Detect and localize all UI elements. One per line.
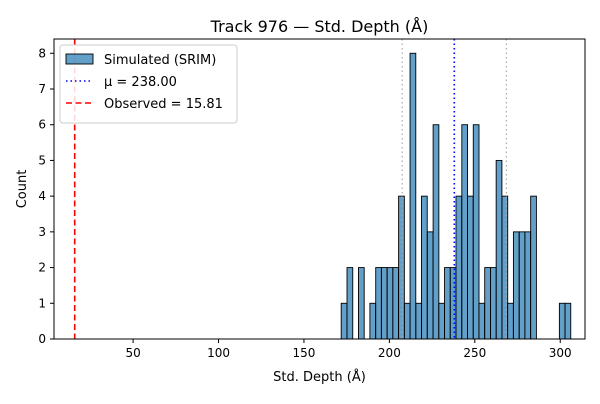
histogram-bar	[432, 124, 440, 340]
legend-label: Observed = 15.81	[104, 97, 223, 112]
histogram-bar	[495, 159, 503, 340]
histogram-bar	[490, 267, 497, 340]
histogram-bar	[472, 124, 480, 340]
x-tick-label: 300	[549, 346, 572, 360]
histogram-bar	[346, 267, 354, 340]
x-tick-label: 200	[378, 346, 401, 360]
histogram-bar	[507, 302, 514, 340]
histogram-bar	[524, 231, 532, 340]
y-tick-label: 1	[38, 296, 46, 310]
histogram-bar	[518, 231, 526, 340]
histogram-bar	[392, 267, 399, 340]
legend-label: Simulated (SRIM)	[104, 53, 216, 68]
histogram-bar	[501, 195, 509, 340]
plot-area-frame	[53, 38, 586, 340]
histogram-bar	[461, 124, 469, 340]
bars-layer	[340, 52, 572, 340]
histogram-bar	[386, 267, 394, 340]
histogram-bar	[426, 231, 434, 340]
histogram-bar	[358, 267, 365, 340]
histogram-bar	[380, 267, 388, 340]
legend-swatch	[65, 53, 94, 65]
x-axis: 50 100 150 200 250 300	[125, 339, 572, 360]
chart-title: Track 976 — Std. Depth (Å)	[210, 17, 429, 36]
histogram-bar	[478, 302, 486, 340]
histogram-bar	[512, 231, 520, 340]
y-axis: 0 1 2 3 4 5 6 7 8	[38, 46, 54, 346]
histogram-bar	[375, 267, 382, 340]
y-tick-label: 5	[38, 153, 46, 167]
y-tick-label: 4	[38, 189, 46, 203]
histogram-bar	[467, 195, 474, 340]
histogram-bar	[530, 195, 537, 340]
y-tick-label: 2	[38, 261, 46, 275]
histogram-bar	[444, 267, 451, 340]
histogram-bar	[564, 302, 572, 340]
y-tick-label: 0	[38, 332, 46, 346]
x-tick-label: 150	[292, 346, 315, 360]
histogram-bar	[403, 302, 411, 340]
y-tick-label: 6	[38, 118, 46, 132]
x-tick-label: 100	[207, 346, 230, 360]
y-axis-label: Count	[15, 170, 30, 209]
legend-label: μ = 238.00	[104, 75, 177, 90]
x-tick-label: 250	[463, 346, 486, 360]
histogram-bar	[558, 302, 566, 340]
x-axis-label: Std. Depth (Å)	[273, 369, 366, 385]
y-tick-label: 8	[38, 46, 46, 60]
x-tick-label: 50	[125, 346, 140, 360]
y-tick-label: 3	[38, 225, 46, 239]
histogram-bar	[438, 302, 445, 340]
histogram-bar	[484, 267, 491, 340]
legend-box	[59, 44, 238, 124]
histogram-bar	[398, 195, 405, 340]
legend: Simulated (SRIM) μ = 238.00 Observed = 15.…	[59, 44, 238, 124]
histogram-bar	[415, 302, 423, 340]
histogram-bar	[409, 52, 417, 340]
histogram-bar	[421, 195, 428, 340]
histogram-bar	[340, 302, 348, 340]
histogram-bar	[455, 195, 463, 340]
y-tick-label: 7	[38, 82, 46, 96]
histogram-bar	[369, 302, 377, 340]
